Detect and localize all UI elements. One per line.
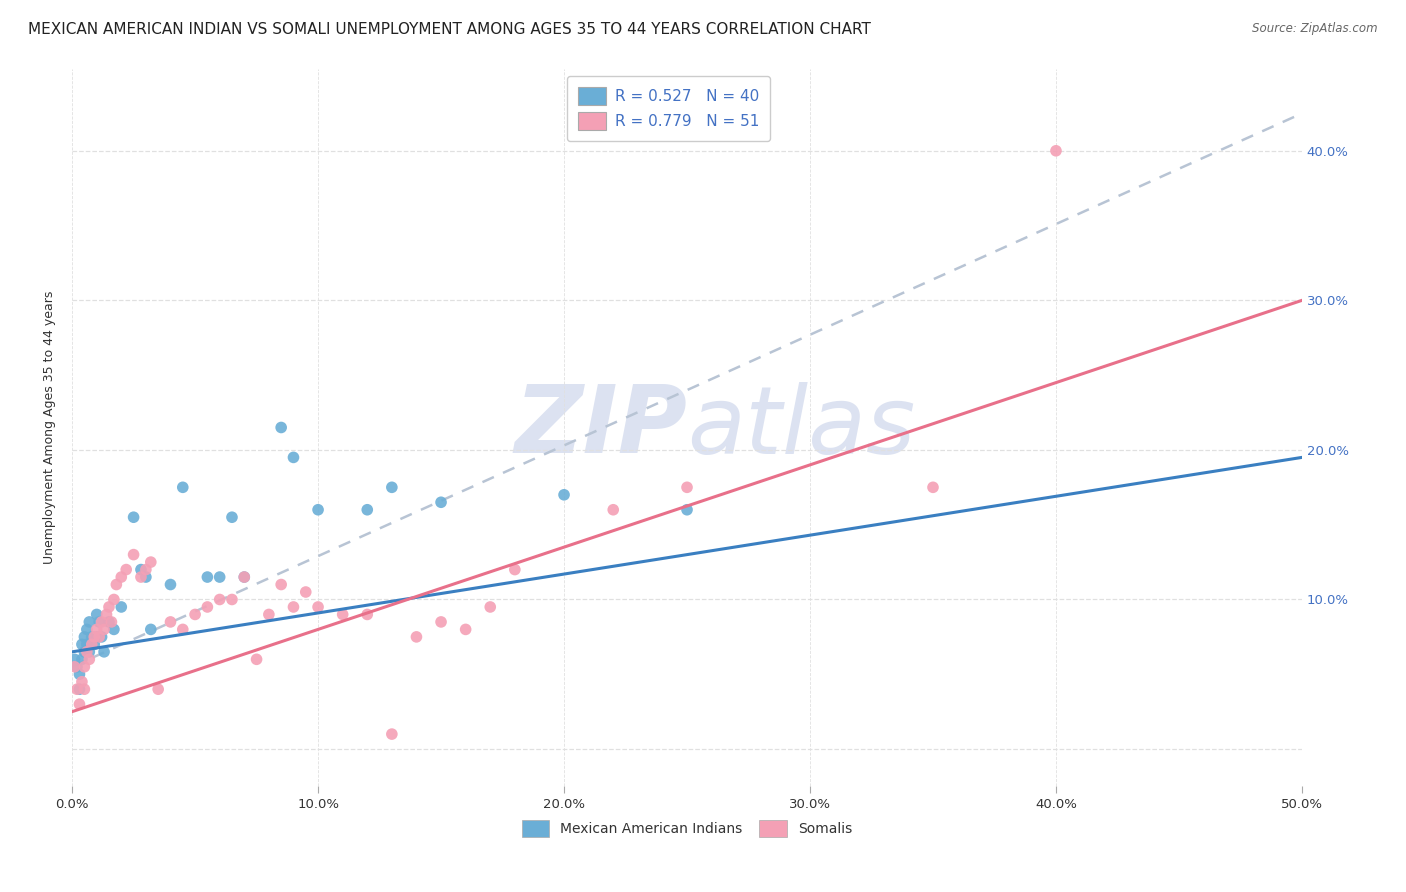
Point — [66, 682, 89, 697]
Point — [103, 592, 125, 607]
Y-axis label: Unemployment Among Ages 35 to 44 years: Unemployment Among Ages 35 to 44 years — [44, 291, 56, 564]
Point — [73, 682, 96, 697]
Point — [135, 563, 157, 577]
Point — [208, 570, 231, 584]
Legend: Mexican American Indians, Somalis: Mexican American Indians, Somalis — [515, 814, 859, 844]
Point — [283, 450, 305, 465]
Point — [129, 570, 152, 584]
Point — [73, 660, 96, 674]
Point — [69, 682, 91, 697]
Point — [110, 599, 132, 614]
Point — [1045, 144, 1067, 158]
Point — [245, 652, 267, 666]
Point — [93, 645, 115, 659]
Point — [139, 555, 162, 569]
Point — [381, 480, 404, 494]
Point — [100, 615, 122, 629]
Point — [233, 570, 256, 584]
Point — [98, 599, 121, 614]
Text: atlas: atlas — [688, 382, 915, 473]
Point — [307, 502, 329, 516]
Point — [89, 615, 111, 629]
Point — [922, 480, 945, 494]
Point — [221, 592, 243, 607]
Point — [76, 637, 98, 651]
Point — [122, 510, 145, 524]
Point — [129, 563, 152, 577]
Point — [503, 563, 526, 577]
Point — [270, 577, 292, 591]
Point — [430, 495, 453, 509]
Point — [479, 599, 502, 614]
Point — [70, 652, 93, 666]
Point — [676, 480, 699, 494]
Point — [89, 630, 111, 644]
Point — [307, 599, 329, 614]
Point — [73, 630, 96, 644]
Point — [139, 623, 162, 637]
Point — [454, 623, 477, 637]
Point — [110, 570, 132, 584]
Point — [270, 420, 292, 434]
Point — [159, 615, 181, 629]
Point — [283, 599, 305, 614]
Point — [90, 615, 112, 629]
Point — [76, 623, 98, 637]
Point — [79, 645, 101, 659]
Point — [184, 607, 207, 622]
Point — [86, 607, 108, 622]
Point — [135, 570, 157, 584]
Point — [69, 667, 91, 681]
Point — [63, 660, 86, 674]
Point — [63, 652, 86, 666]
Point — [70, 674, 93, 689]
Point — [83, 630, 105, 644]
Text: Source: ZipAtlas.com: Source: ZipAtlas.com — [1253, 22, 1378, 36]
Text: MEXICAN AMERICAN INDIAN VS SOMALI UNEMPLOYMENT AMONG AGES 35 TO 44 YEARS CORRELA: MEXICAN AMERICAN INDIAN VS SOMALI UNEMPL… — [28, 22, 870, 37]
Point — [103, 623, 125, 637]
Point — [86, 630, 108, 644]
Point — [553, 488, 575, 502]
Point — [69, 697, 91, 711]
Point — [148, 682, 170, 697]
Point — [172, 623, 194, 637]
Point — [195, 599, 218, 614]
Point — [73, 645, 96, 659]
Point — [172, 480, 194, 494]
Point — [79, 615, 101, 629]
Point — [93, 623, 115, 637]
Point — [294, 585, 316, 599]
Point — [676, 502, 699, 516]
Point — [86, 623, 108, 637]
Point — [602, 502, 624, 516]
Point — [405, 630, 427, 644]
Point — [80, 630, 103, 644]
Point — [80, 637, 103, 651]
Point — [257, 607, 280, 622]
Text: ZIP: ZIP — [515, 382, 688, 474]
Point — [105, 577, 128, 591]
Point — [159, 577, 181, 591]
Point — [356, 502, 378, 516]
Point — [430, 615, 453, 629]
Point — [195, 570, 218, 584]
Point — [356, 607, 378, 622]
Point — [122, 548, 145, 562]
Point — [90, 630, 112, 644]
Point — [66, 660, 89, 674]
Point — [208, 592, 231, 607]
Point — [221, 510, 243, 524]
Point — [83, 637, 105, 651]
Point — [332, 607, 354, 622]
Point — [381, 727, 404, 741]
Point — [76, 645, 98, 659]
Point — [96, 607, 118, 622]
Point — [70, 637, 93, 651]
Point — [115, 563, 138, 577]
Point — [79, 652, 101, 666]
Point — [98, 615, 121, 629]
Point — [233, 570, 256, 584]
